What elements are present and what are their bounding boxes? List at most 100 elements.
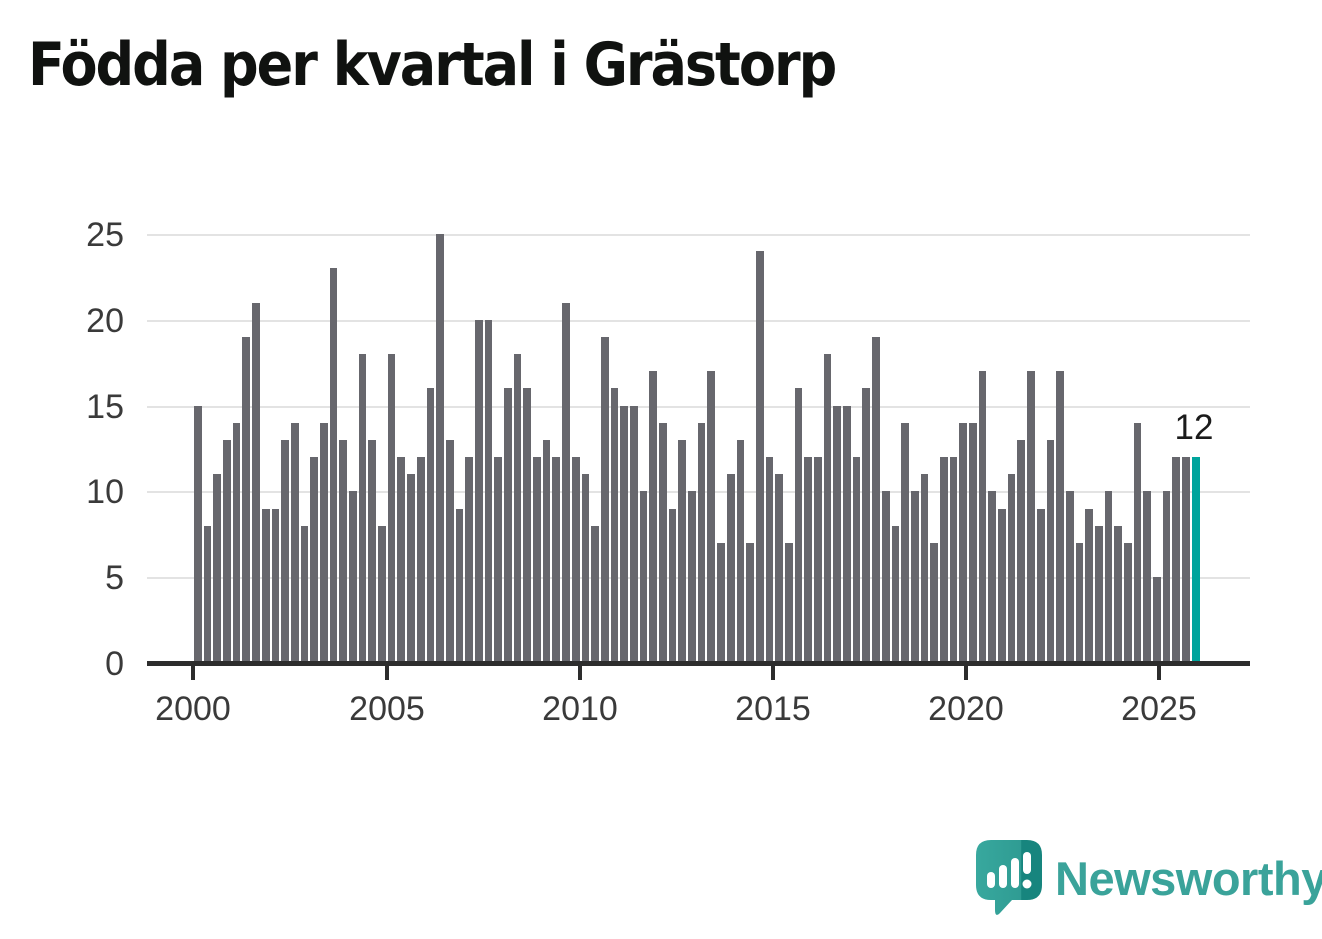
bar-2001-q4 xyxy=(261,509,270,663)
bar-2013-q3 xyxy=(717,543,725,663)
y-axis-label-25: 25 xyxy=(86,216,124,254)
bar-2021-q4 xyxy=(1036,509,1045,663)
bar-2025-q4 xyxy=(1191,457,1200,663)
x-axis-tick-2005 xyxy=(385,664,389,680)
bar-2024-q1 xyxy=(1124,543,1132,663)
bar-2014-q3 xyxy=(755,251,764,663)
bar-2011-q1 xyxy=(620,406,628,663)
x-axis-label-2020: 2020 xyxy=(928,690,1004,728)
bar-2020-q4 xyxy=(998,509,1006,663)
bar-2010-q4 xyxy=(610,388,619,663)
bar-2003-q3 xyxy=(329,268,338,663)
x-axis-label-2010: 2010 xyxy=(542,690,618,728)
bar-2006-q4 xyxy=(455,509,464,663)
latest-value-label: 12 xyxy=(1174,408,1214,447)
bar-2012-q4 xyxy=(688,491,696,663)
bar-2024-q4 xyxy=(1153,577,1161,663)
bar-2014-q4 xyxy=(765,457,774,663)
bar-2011-q2 xyxy=(629,406,638,663)
bar-2001-q3 xyxy=(252,303,260,663)
bar-2017-q1 xyxy=(852,457,861,663)
bar-2003-q1 xyxy=(310,457,318,663)
bar-2021-q3 xyxy=(1027,371,1035,663)
bars-container xyxy=(194,223,1200,663)
x-axis-tick-2010 xyxy=(578,664,582,680)
newsworthy-logo: Newsworthy xyxy=(976,840,1322,916)
bar-2023-q1 xyxy=(1085,509,1093,663)
y-axis-label-20: 20 xyxy=(86,301,124,340)
bar-2006-q2 xyxy=(436,234,444,663)
bar-2019-q4 xyxy=(959,423,967,663)
bar-2006-q3 xyxy=(445,440,454,663)
gridline-25 xyxy=(147,234,1250,236)
bar-2002-q1 xyxy=(271,509,280,663)
bar-2008-q3 xyxy=(523,388,532,663)
bar-2024-q2 xyxy=(1133,423,1142,663)
bar-2016-q4 xyxy=(843,406,851,663)
bar-2014-q1 xyxy=(736,440,745,663)
bar-2023-q4 xyxy=(1114,526,1122,663)
y-axis-label-5: 5 xyxy=(105,559,124,598)
bar-2018-q1 xyxy=(891,526,900,663)
bar-2016-q2 xyxy=(823,354,832,663)
bar-2024-q3 xyxy=(1143,491,1152,663)
bar-2009-q2 xyxy=(552,457,561,663)
bar-2012-q1 xyxy=(659,423,667,663)
bar-2019-q2 xyxy=(939,457,948,663)
bar-2004-q3 xyxy=(368,440,377,663)
bar-2019-q3 xyxy=(949,457,958,663)
bar-2025-q3 xyxy=(1182,457,1190,663)
bar-2023-q2 xyxy=(1094,526,1103,663)
bar-2021-q1 xyxy=(1007,474,1016,663)
bar-2014-q2 xyxy=(746,543,754,663)
bar-2020-q2 xyxy=(978,371,987,663)
x-axis-label-2000: 2000 xyxy=(155,690,231,728)
gridline-15 xyxy=(147,405,1250,408)
x-axis-line xyxy=(147,661,1250,666)
bar-2013-q1 xyxy=(697,423,706,663)
bar-2004-q2 xyxy=(358,354,367,663)
bar-2023-q3 xyxy=(1104,491,1113,663)
bar-2009-q4 xyxy=(571,457,580,663)
bar-2002-q2 xyxy=(281,440,289,663)
bar-2020-q3 xyxy=(988,491,997,663)
bar-2013-q4 xyxy=(726,474,735,663)
bar-2001-q2 xyxy=(242,337,251,663)
newsworthy-logo-icon xyxy=(976,840,1042,915)
bar-2006-q1 xyxy=(426,388,435,663)
bar-2005-q3 xyxy=(407,474,415,663)
y-axis-label-10: 10 xyxy=(86,473,124,512)
bar-2002-q4 xyxy=(300,526,309,663)
x-axis-label-2005: 2005 xyxy=(349,690,425,728)
x-axis-tick-2025 xyxy=(1157,664,1161,680)
x-axis-tick-2000 xyxy=(191,664,195,680)
bar-2005-q2 xyxy=(397,457,406,663)
bar-2018-q3 xyxy=(910,491,919,663)
x-axis-tick-2015 xyxy=(771,664,775,680)
bar-2003-q4 xyxy=(339,440,347,663)
bar-2008-q1 xyxy=(504,388,512,663)
bar-2007-q2 xyxy=(474,320,483,663)
newsworthy-logo-text: Newsworthy xyxy=(1055,851,1322,905)
bar-2011-q3 xyxy=(639,491,648,663)
bar-2005-q4 xyxy=(416,457,425,663)
bar-2016-q3 xyxy=(833,406,842,663)
bar-2001-q1 xyxy=(232,423,241,663)
bar-2000-q4 xyxy=(223,440,231,663)
bar-2000-q2 xyxy=(203,526,212,663)
bar-2015-q4 xyxy=(804,457,812,663)
bar-2020-q1 xyxy=(969,423,977,663)
bar-2025-q2 xyxy=(1172,457,1181,663)
bar-2022-q4 xyxy=(1075,543,1084,663)
bar-2009-q3 xyxy=(562,303,570,663)
bar-2007-q4 xyxy=(494,457,502,663)
bar-2015-q1 xyxy=(775,474,783,663)
bar-2007-q1 xyxy=(465,457,473,663)
x-axis-label-2025: 2025 xyxy=(1121,690,1197,728)
bar-2025-q1 xyxy=(1162,491,1171,663)
bar-2012-q2 xyxy=(668,509,677,663)
bar-2004-q4 xyxy=(378,526,386,663)
bar-2009-q1 xyxy=(542,440,551,663)
